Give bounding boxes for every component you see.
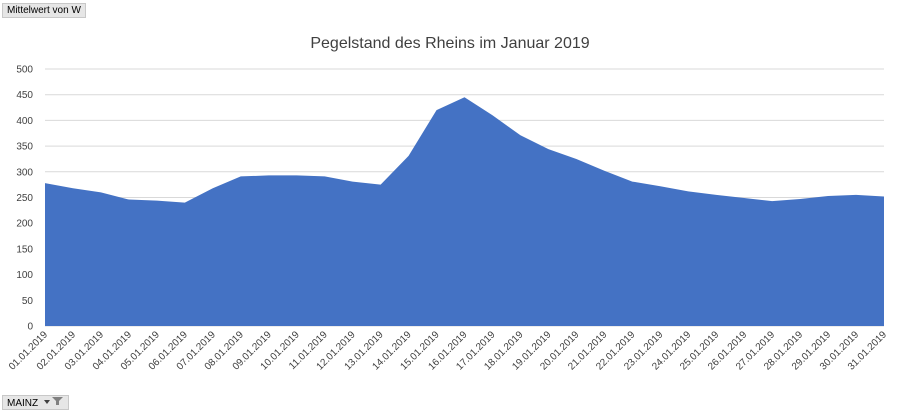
y-tick-label: 500 [16,65,33,76]
y-tick-label: 300 [16,167,33,178]
value-field-label: Mittelwert von W [7,5,81,16]
y-tick-label: 150 [16,244,33,255]
y-tick-label: 400 [16,116,33,127]
y-tick-label: 250 [16,193,33,204]
y-tick-label: 450 [16,90,33,101]
y-tick-label: 350 [16,142,33,153]
filter-field-label: MAINZ [7,398,39,410]
y-tick-label: 100 [16,270,33,281]
y-tick-label: 50 [22,296,34,307]
x-axis: 01.01.201902.01.201903.01.201904.01.2019… [7,329,889,372]
pivot-value-field-button[interactable]: Mittelwert von W [2,3,86,18]
chart-title: Pegelstand des Rheins im Januar 2019 [310,35,589,52]
area-fill [45,97,884,327]
area-series [45,97,884,327]
dropdown-filter-icon [43,396,64,411]
y-axis: 0 50 100 150 200 250 300 350 400 450 500 [16,65,33,333]
y-tick-label: 200 [16,219,33,230]
y-tick-label: 0 [27,322,33,333]
pivot-filter-field-button[interactable]: MAINZ [2,395,69,410]
